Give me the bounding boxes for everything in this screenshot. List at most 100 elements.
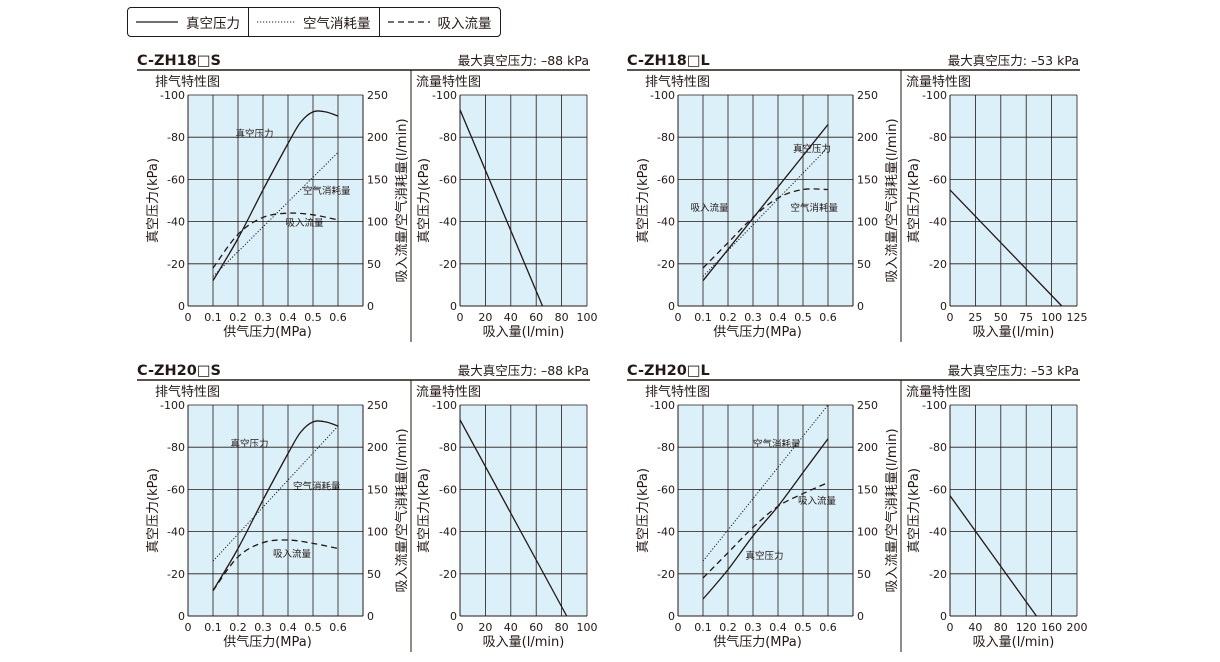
- chart-4-exhaust-xtick: 0.3: [744, 621, 762, 634]
- legend-item-vacuum-pressure: 真空压力: [128, 8, 249, 36]
- chart-3-flow-ytick: -60: [439, 483, 457, 496]
- legend-label-suction-flow: 吸入流量: [437, 16, 492, 32]
- chart-3-flow-ylabel: 真空压力(kPa): [417, 468, 432, 553]
- chart-1-exhaust-xtick: 0.4: [279, 311, 297, 324]
- chart-2-flow-xtick: 50: [994, 311, 1008, 324]
- chart-3-exhaust-ytick-left: -60: [167, 483, 185, 496]
- chart-1-flow-ylabel: 真空压力(kPa): [417, 158, 432, 243]
- chart-4-flow-ytick: 0: [940, 610, 947, 623]
- chart-4-exhaust-ytick-right: 250: [857, 399, 878, 412]
- chart-3-exhaust-xtick: 0.3: [254, 621, 272, 634]
- chart-1-exhaust-ylabel-left: 真空压力(kPa): [146, 158, 161, 243]
- chart-3-exhaust-ytick-right: 50: [367, 568, 381, 581]
- chart-2-exhaust-ytick-left: -60: [657, 173, 675, 186]
- chart-2-flow-ytick: -80: [929, 131, 947, 144]
- chart-4-flow-xlabel: 吸入量(l/min): [973, 635, 1055, 650]
- chart-1-max-vacuum-label: 最大真空压力: –88 kPa: [458, 53, 589, 68]
- chart-1-flow-xtick: 0: [457, 311, 464, 324]
- chart-4-flow-xtick: 40: [968, 621, 982, 634]
- chart-2-flow-xlabel: 吸入量(l/min): [973, 325, 1055, 340]
- chart-4-series-line-3: [702, 482, 829, 579]
- chart-3-exhaust-xtick: 0.1: [204, 621, 222, 634]
- chart-2-exhaust-ytick-left: 0: [668, 300, 675, 313]
- chart-3-flow-xtick: 20: [478, 621, 492, 634]
- chart-1-exhaust-plot-bg: [188, 95, 363, 306]
- chart-2-exhaust-ytick-right: 150: [857, 173, 878, 186]
- chart-2-series-label-3: 吸入流量: [691, 202, 730, 214]
- chart-4-exhaust-xtick: 0.2: [719, 621, 737, 634]
- chart-4-model-label: C-ZH20□L: [627, 363, 710, 379]
- chart-1-flow-xtick: 60: [529, 311, 543, 324]
- chart-3-flow-plot-bg: [460, 405, 587, 616]
- chart-2-exhaust-ytick-right: 50: [857, 258, 871, 271]
- chart-2-series-line-3: [702, 188, 829, 269]
- chart-3-exhaust-ytick-right: 250: [367, 399, 388, 412]
- chart-3-flow-ytick: -40: [439, 526, 457, 539]
- chart-4-exhaust-ytick-left: 0: [668, 610, 675, 623]
- chart-3-flow-title: 流量特性图: [416, 385, 481, 400]
- chart-2-flow-title: 流量特性图: [906, 75, 971, 90]
- chart-4-flow-xtick: 120: [1016, 621, 1037, 634]
- chart-4-flow-ytick: -40: [929, 526, 947, 539]
- chart-4-flow-ytick: -60: [929, 483, 947, 496]
- chart-3-series-line-1: [212, 420, 339, 592]
- chart-2-exhaust-ytick-left: -40: [657, 216, 675, 229]
- chart-3-flow-ytick: -80: [439, 441, 457, 454]
- dotted-line-swatch: [257, 21, 295, 23]
- chart-3-flow-xtick: 40: [504, 621, 518, 634]
- chart-4-exhaust-ytick-left: -100: [650, 399, 675, 412]
- chart-2-flow-ylabel: 真空压力(kPa): [907, 158, 922, 243]
- chart-1-flow-xtick: 80: [555, 311, 569, 324]
- chart-3-max-vacuum-label: 最大真空压力: –88 kPa: [458, 363, 589, 378]
- chart-2-flow-ytick: -60: [929, 173, 947, 186]
- chart-2-max-vacuum-label: 最大真空压力: –53 kPa: [948, 53, 1079, 68]
- chart-3-flow-xtick: 80: [555, 621, 569, 634]
- chart-2-exhaust-xlabel: 供气压力(MPa): [713, 324, 802, 340]
- chart-4-exhaust-xtick: 0.5: [794, 621, 812, 634]
- chart-1-exhaust-xtick: 0.5: [304, 311, 322, 324]
- chart-1-exhaust-ytick-left: -100: [160, 89, 185, 102]
- chart-4-series-label-3: 吸入流量: [798, 495, 837, 507]
- chart-3-exhaust-ytick-left: -80: [167, 441, 185, 454]
- chart-4-exhaust-ylabel-left: 真空压力(kPa): [636, 468, 651, 553]
- chart-2-exhaust-xtick: 0.3: [744, 311, 762, 324]
- chart-3-flow-ytick: -20: [439, 568, 457, 581]
- chart-1-exhaust-ytick-left: -40: [167, 216, 185, 229]
- chart-1-exhaust-ytick-right: 0: [367, 300, 374, 313]
- legend: 真空压力 空气消耗量 吸入流量: [127, 7, 501, 37]
- chart-1-model-label: C-ZH18□S: [137, 53, 221, 69]
- chart-4-exhaust-ylabel-right: 吸入流量/空气消耗量(l/min): [884, 428, 900, 592]
- chart-4-flow-xtick: 80: [994, 621, 1008, 634]
- chart-2-exhaust-ytick-left: -100: [650, 89, 675, 102]
- chart-2-flow-plot-bg: [950, 95, 1077, 306]
- chart-4-flow-ylabel: 真空压力(kPa): [907, 468, 922, 553]
- chart-1-flow-ytick: -60: [439, 173, 457, 186]
- chart-4-exhaust-ytick-left: -80: [657, 441, 675, 454]
- chart-1-exhaust-ytick-right: 200: [367, 131, 388, 144]
- chart-1-series-label-2: 空气消耗量: [303, 185, 351, 197]
- chart-3-series-label-1: 真空压力: [231, 438, 269, 450]
- chart-1-flow-xtick: 20: [478, 311, 492, 324]
- chart-2-flow-ytick: -40: [929, 216, 947, 229]
- chart-2-exhaust-xtick: 0.2: [719, 311, 737, 324]
- chart-4-exhaust-plot-bg: [678, 405, 853, 616]
- chart-1-flow-ytick: -80: [439, 131, 457, 144]
- chart-2-exhaust-xtick: 0.1: [694, 311, 712, 324]
- chart-2-flow-xtick: 75: [1019, 311, 1033, 324]
- chart-1-exhaust-ylabel-right: 吸入流量/空气消耗量(l/min): [394, 118, 410, 282]
- chart-2-exhaust-xtick: 0: [675, 311, 682, 324]
- chart-3-model-label: C-ZH20□S: [137, 363, 221, 379]
- chart-1-exhaust-ytick-right: 150: [367, 173, 388, 186]
- chart-3-exhaust-xlabel: 供气压力(MPa): [223, 634, 312, 650]
- chart-2-exhaust-ylabel-right: 吸入流量/空气消耗量(l/min): [884, 118, 900, 282]
- chart-1-exhaust-ytick-left: -80: [167, 131, 185, 144]
- chart-1-exhaust-ytick-right: 250: [367, 89, 388, 102]
- chart-3-exhaust-xtick: 0.5: [304, 621, 322, 634]
- chart-4-exhaust-ytick-right: 150: [857, 483, 878, 496]
- chart-1-exhaust-ytick-right: 100: [367, 216, 388, 229]
- chart-3-flow-xtick: 0: [457, 621, 464, 634]
- chart-2-exhaust-title: 排气特性图: [645, 74, 710, 90]
- chart-1-exhaust-xlabel: 供气压力(MPa): [223, 324, 312, 340]
- chart-4-flow-ytick: -80: [929, 441, 947, 454]
